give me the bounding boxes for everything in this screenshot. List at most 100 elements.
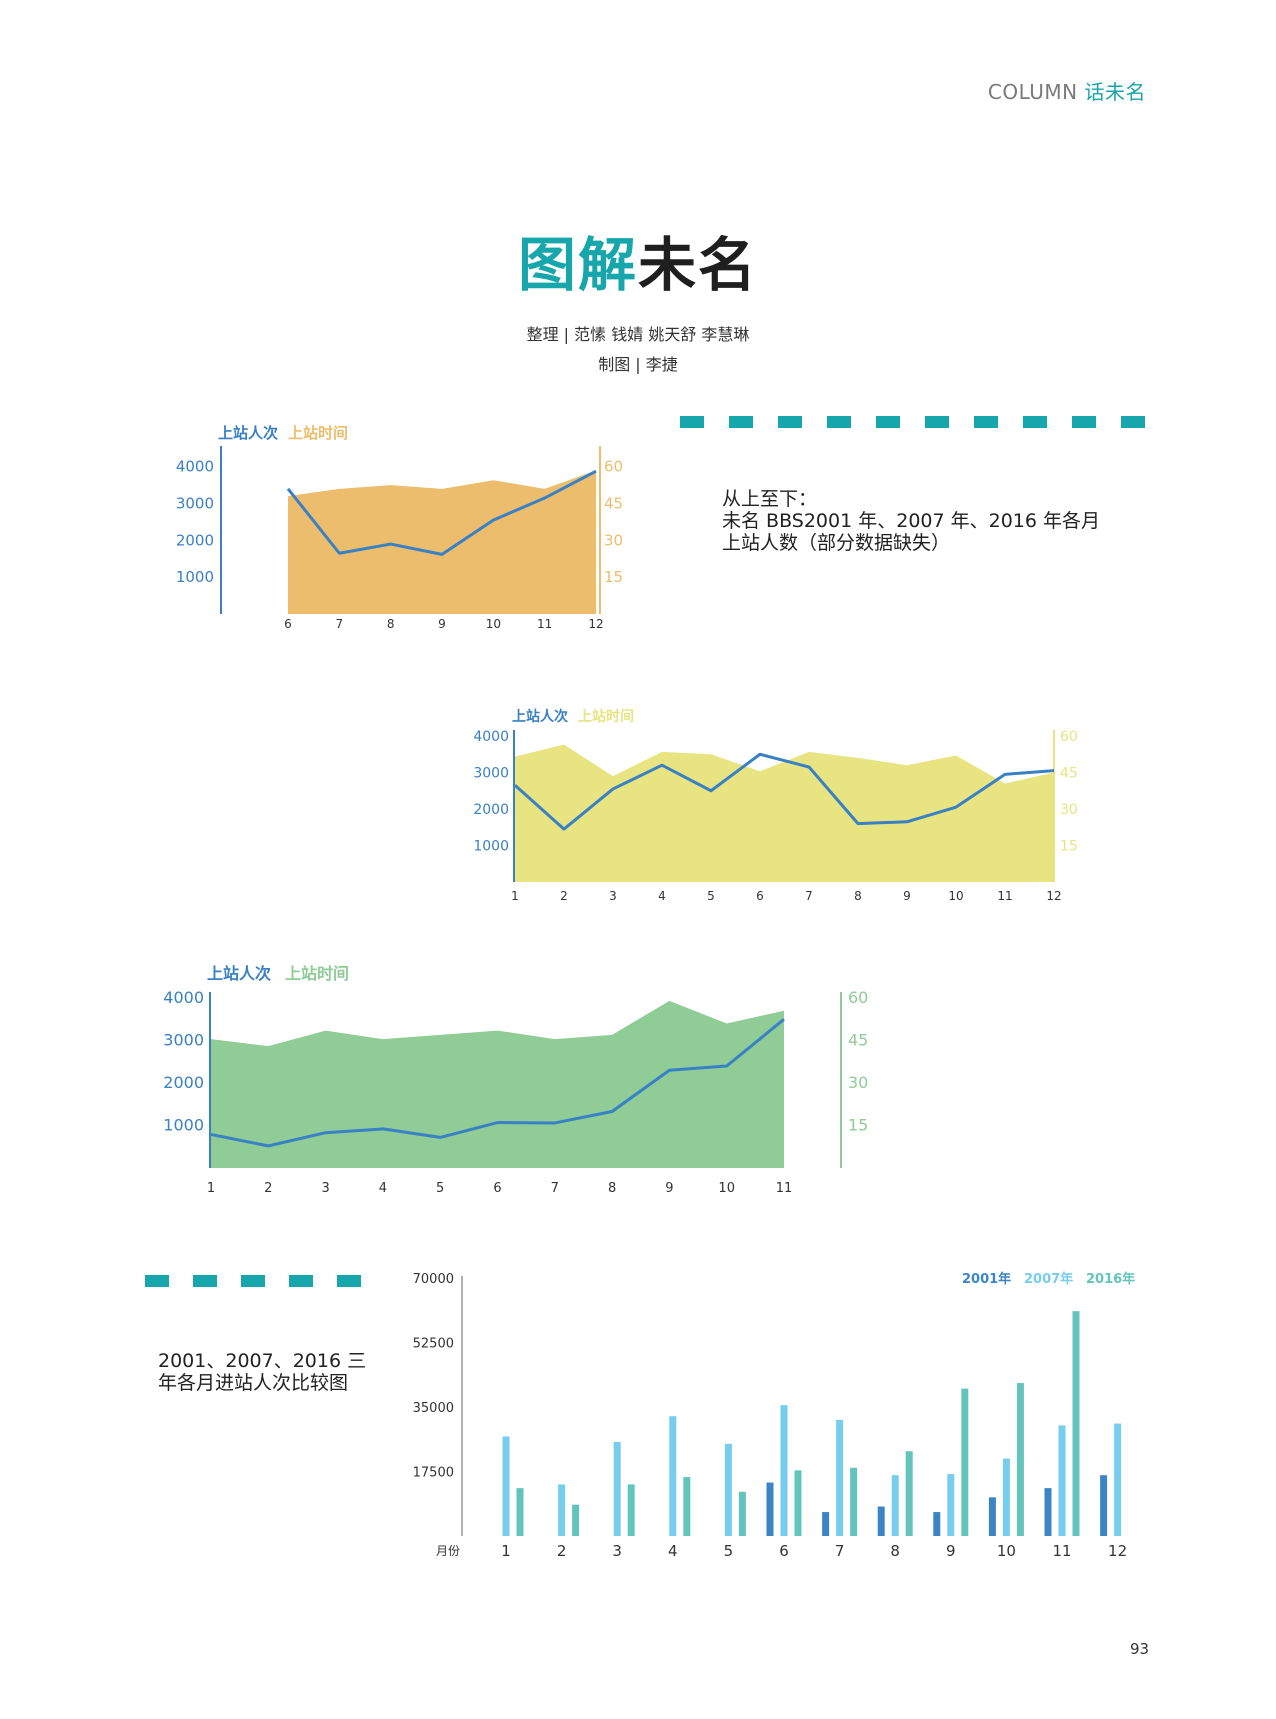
page-title-accent: 图解 xyxy=(517,231,638,299)
bar-2001年 xyxy=(1100,1475,1108,1536)
credits: 整理 | 范愫 钱婧 姚天舒 李慧琳 制图 | 李捷 xyxy=(0,320,1276,380)
bar-2001年 xyxy=(988,1497,996,1536)
x-tick-label: 9 xyxy=(903,889,911,903)
left-tick-label: 1000 xyxy=(163,1116,204,1135)
legend-line-label: 上站人次 xyxy=(218,424,278,442)
bar-2007年 xyxy=(1058,1425,1066,1536)
dash xyxy=(680,416,704,428)
bar-2016年 xyxy=(961,1388,969,1536)
x-tick-label: 8 xyxy=(854,889,862,903)
x-tick-label: 8 xyxy=(387,617,395,631)
bar-2016年 xyxy=(905,1451,913,1536)
x-tick-label: 5 xyxy=(436,1181,444,1196)
x-tick-label: 6 xyxy=(779,1542,789,1560)
right-tick-label: 60 xyxy=(604,458,623,476)
x-tick-label: 4 xyxy=(658,889,666,903)
left-tick-label: 1000 xyxy=(473,839,509,855)
x-tick-label: 7 xyxy=(336,617,344,631)
x-axis-label: 月份 xyxy=(436,1544,460,1558)
x-tick-label: 4 xyxy=(379,1181,387,1196)
left-tick-label: 1000 xyxy=(176,568,214,586)
column-label-cn: 话未名 xyxy=(1084,80,1146,104)
bar-2016年 xyxy=(1072,1311,1080,1536)
right-tick-label: 60 xyxy=(848,988,868,1007)
bar-2007年 xyxy=(724,1443,732,1536)
dash xyxy=(1072,416,1096,428)
line-series-visits xyxy=(286,469,597,556)
x-tick-label: 5 xyxy=(707,889,715,903)
right-tick-label: 45 xyxy=(604,495,623,513)
right-tick-label: 30 xyxy=(604,531,623,549)
left-tick-label: 3000 xyxy=(473,766,509,782)
x-tick-label: 9 xyxy=(438,617,446,631)
bar-2001年 xyxy=(1044,1488,1052,1536)
x-tick-label: 3 xyxy=(609,889,617,903)
x-tick-label: 2 xyxy=(560,889,568,903)
x-tick-label: 8 xyxy=(890,1542,900,1560)
bar-2007年 xyxy=(613,1442,621,1536)
x-tick-label: 2 xyxy=(264,1181,272,1196)
right-tick-label: 45 xyxy=(1060,766,1078,782)
page-number: 93 xyxy=(1130,1640,1150,1658)
left-tick-label: 2000 xyxy=(176,531,214,549)
x-tick-label: 10 xyxy=(486,617,501,631)
y-tick-label: 70000 xyxy=(413,1272,454,1287)
bar-2001年 xyxy=(822,1512,830,1536)
legend-line-label: 上站人次 xyxy=(207,964,271,983)
dash xyxy=(729,416,753,428)
credits-editors: 整理 | 范愫 钱婧 姚天舒 李慧琳 xyxy=(526,325,750,344)
legend-line-label: 上站人次 xyxy=(512,708,568,725)
x-tick-label: 11 xyxy=(537,617,552,631)
x-tick-label: 11 xyxy=(997,889,1012,903)
description-line-charts: 从上至下： 未名 BBS2001 年、2007 年、2016 年各月 上站人数（… xyxy=(722,488,1100,554)
x-tick-label: 7 xyxy=(805,889,813,903)
right-tick-label: 45 xyxy=(848,1031,868,1050)
x-tick-label: 3 xyxy=(321,1181,329,1196)
description-line: 从上至下： xyxy=(722,488,818,510)
dash xyxy=(289,1275,313,1287)
bar-2001年 xyxy=(877,1506,885,1536)
description-line: 上站人数（部分数据缺失） xyxy=(722,532,951,554)
x-tick-label: 4 xyxy=(668,1542,678,1560)
left-tick-label: 4000 xyxy=(176,458,214,476)
right-tick-label: 30 xyxy=(848,1073,868,1092)
dash xyxy=(337,1275,361,1287)
right-tick-label: 60 xyxy=(1060,729,1078,745)
x-tick-label: 12 xyxy=(588,617,603,631)
description-line: 2001、2007、2016 三 xyxy=(158,1350,367,1372)
dash xyxy=(241,1275,265,1287)
area-series-time xyxy=(211,1000,784,1168)
bar-2007年 xyxy=(947,1474,955,1536)
bar-2007年 xyxy=(891,1475,899,1536)
area-series-time xyxy=(515,744,1054,882)
x-tick-label: 6 xyxy=(284,617,292,631)
bar-2007年 xyxy=(836,1419,844,1536)
bar-2016年 xyxy=(850,1467,858,1536)
dash xyxy=(876,416,900,428)
description-bar-chart: 2001、2007、2016 三 年各月进站人次比较图 xyxy=(158,1350,366,1394)
dash xyxy=(145,1275,169,1287)
bar-2016年 xyxy=(738,1491,746,1536)
line-series-visits xyxy=(514,752,1055,831)
dash xyxy=(1023,416,1047,428)
description-line: 未名 BBS2001 年、2007 年、2016 年各月 xyxy=(722,510,1101,532)
legend-area-label: 上站时间 xyxy=(288,424,348,442)
page-title-rest: 未名 xyxy=(638,231,759,299)
bar-2016年 xyxy=(1016,1383,1024,1536)
bar-2007年 xyxy=(780,1405,788,1536)
description-line: 年各月进站人次比较图 xyxy=(158,1372,349,1394)
column-label: COLUMN 话未名 xyxy=(988,76,1146,105)
left-tick-label: 3000 xyxy=(163,1031,204,1050)
bar-2007年 xyxy=(669,1416,677,1536)
bar-2016年 xyxy=(683,1477,691,1536)
bar-2007年 xyxy=(502,1436,510,1536)
bar-2016年 xyxy=(572,1504,580,1536)
left-tick-label: 3000 xyxy=(176,495,214,513)
left-tick-label: 4000 xyxy=(163,988,204,1007)
left-tick-label: 2000 xyxy=(473,802,509,818)
x-tick-label: 1 xyxy=(501,1542,511,1560)
credits-designer: 制图 | 李捷 xyxy=(598,355,678,374)
x-tick-label: 2 xyxy=(557,1542,567,1560)
bar-2016年 xyxy=(794,1470,802,1536)
x-tick-label: 11 xyxy=(1052,1542,1071,1560)
